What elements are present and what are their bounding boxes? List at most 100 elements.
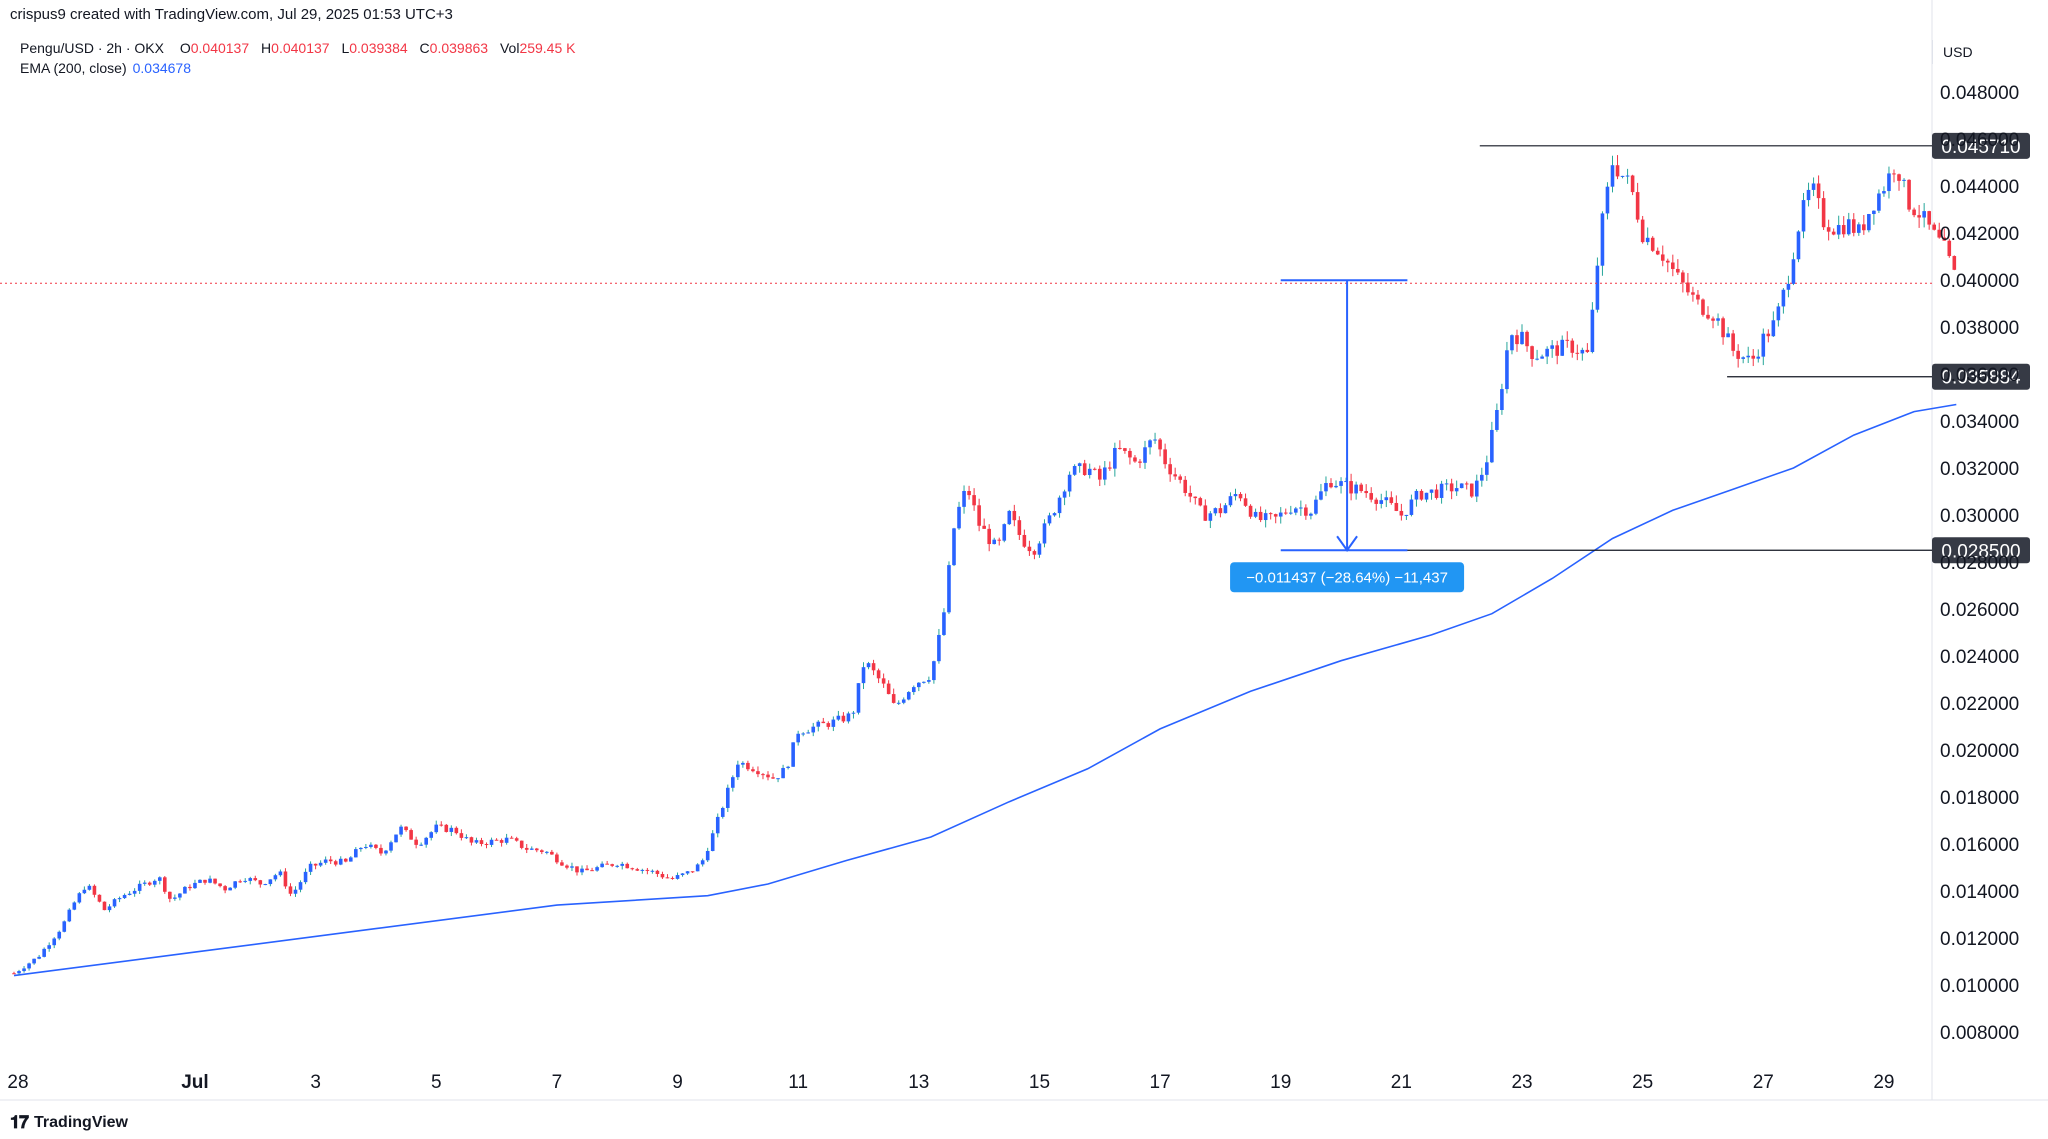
candle-body [1268, 513, 1273, 515]
candle-body [1671, 262, 1675, 269]
candle-body [1877, 193, 1881, 211]
time-axis[interactable]: 28 Jul 3 5 7 9 11 13 15 17 19 21 23 25 27 29 [7, 1072, 1894, 1093]
candle-body [1485, 462, 1489, 475]
price-tick-label: 0.030000 [1940, 506, 2019, 527]
price-tick-label: 0.018000 [1940, 788, 2019, 809]
candle-body [1771, 320, 1776, 337]
candle-body [992, 539, 997, 545]
candle-body [1640, 219, 1645, 243]
level-price-label: 0.028500 [1941, 541, 2020, 562]
tradingview-footer[interactable]: 𝟏𝟕 TradingView [10, 1112, 128, 1133]
price-tick-label: 0.040000 [1940, 271, 2019, 292]
price-axis[interactable]: 0.048000 0.046000 0.044000 0.042000 0.040000… [1940, 83, 2019, 1044]
candle-body [690, 871, 695, 873]
candle-body [1022, 534, 1027, 547]
candle-body [82, 889, 87, 894]
candle-body [1394, 502, 1399, 511]
candle-body [343, 858, 348, 862]
candle-body [1032, 551, 1037, 555]
volume-label: Vol [499, 40, 520, 56]
candle-body [1474, 480, 1479, 497]
candle-body [1419, 490, 1424, 500]
candle-body [1746, 355, 1751, 358]
candle-body [72, 902, 77, 910]
candle-body [1505, 350, 1509, 390]
candle-body [1630, 175, 1635, 193]
candle-body [1459, 483, 1464, 489]
symbol-label[interactable]: Pengu/USD · 2h · OKX [20, 40, 164, 56]
candle-body [1857, 224, 1861, 233]
candle-body [660, 874, 665, 878]
candle-body [1399, 510, 1404, 516]
candle-body [1776, 306, 1781, 321]
candle-body [1203, 505, 1208, 521]
candle-body [459, 833, 464, 838]
candle-body [1887, 173, 1891, 192]
measure-label-box [1230, 562, 1465, 593]
candle-body [37, 956, 41, 959]
candle-body [826, 723, 831, 727]
candle-body [1072, 466, 1077, 475]
candle-body [132, 890, 137, 894]
candle-body [1128, 450, 1132, 458]
candle-body [1816, 183, 1821, 199]
candle-body [394, 834, 398, 843]
candle-body [725, 787, 730, 808]
candle-body [650, 870, 655, 872]
candle-body [1359, 484, 1363, 492]
ema-legend[interactable]: EMA (200, close) 0.034678 [20, 60, 191, 76]
low-label: L [341, 40, 350, 56]
candle-body [1731, 333, 1735, 351]
high-value: 0.040137 [271, 40, 330, 56]
candle-body [1892, 173, 1896, 175]
candle-body [1660, 254, 1665, 261]
time-tick-label: 5 [431, 1072, 442, 1093]
candle-body [87, 885, 92, 890]
candle-body [1108, 467, 1112, 469]
candle-body [1605, 186, 1610, 214]
price-tick-label: 0.010000 [1940, 976, 2019, 997]
candle-body [675, 875, 680, 879]
candle-body [947, 565, 951, 613]
candle-body [670, 877, 675, 879]
candle-body [881, 678, 886, 684]
candle-body [444, 824, 449, 832]
candle-body [937, 634, 941, 662]
candle-body [1595, 265, 1600, 310]
candle-body [1464, 483, 1469, 485]
candle-body [997, 539, 1002, 541]
candle-body [1756, 356, 1761, 359]
candle-body [1540, 356, 1544, 359]
level-price-label: 0.045710 [1941, 137, 2020, 158]
candle-body [32, 958, 36, 964]
candle-body [17, 971, 21, 974]
candle-body [1932, 224, 1937, 230]
candle-body [1575, 352, 1580, 354]
candle-body [540, 850, 544, 853]
candle-body [1047, 515, 1052, 524]
price-tick-label: 0.032000 [1940, 459, 2019, 480]
candle-body [1736, 350, 1740, 359]
candle-body [1922, 211, 1926, 218]
candle-body [183, 886, 187, 894]
price-tick-label: 0.046000 [1940, 130, 2019, 151]
candle-body [1228, 496, 1233, 506]
candle-body [901, 699, 906, 703]
candle-body [700, 860, 705, 865]
candle-body [751, 769, 755, 772]
candle-body [62, 921, 67, 932]
candle-body [404, 826, 408, 831]
candle-body [1243, 498, 1248, 506]
candle-body [932, 661, 936, 681]
candle-body [1570, 340, 1575, 353]
candle-body [323, 859, 328, 863]
candle-body [67, 909, 72, 922]
candle-body [188, 886, 192, 889]
time-tick-label: 19 [1270, 1072, 1291, 1093]
price-tick-label: 0.028000 [1940, 553, 2019, 574]
price-tick-label: 0.016000 [1940, 835, 2019, 856]
candle-body [1218, 508, 1223, 514]
candle-body [1344, 481, 1348, 483]
candle-body [806, 732, 811, 734]
